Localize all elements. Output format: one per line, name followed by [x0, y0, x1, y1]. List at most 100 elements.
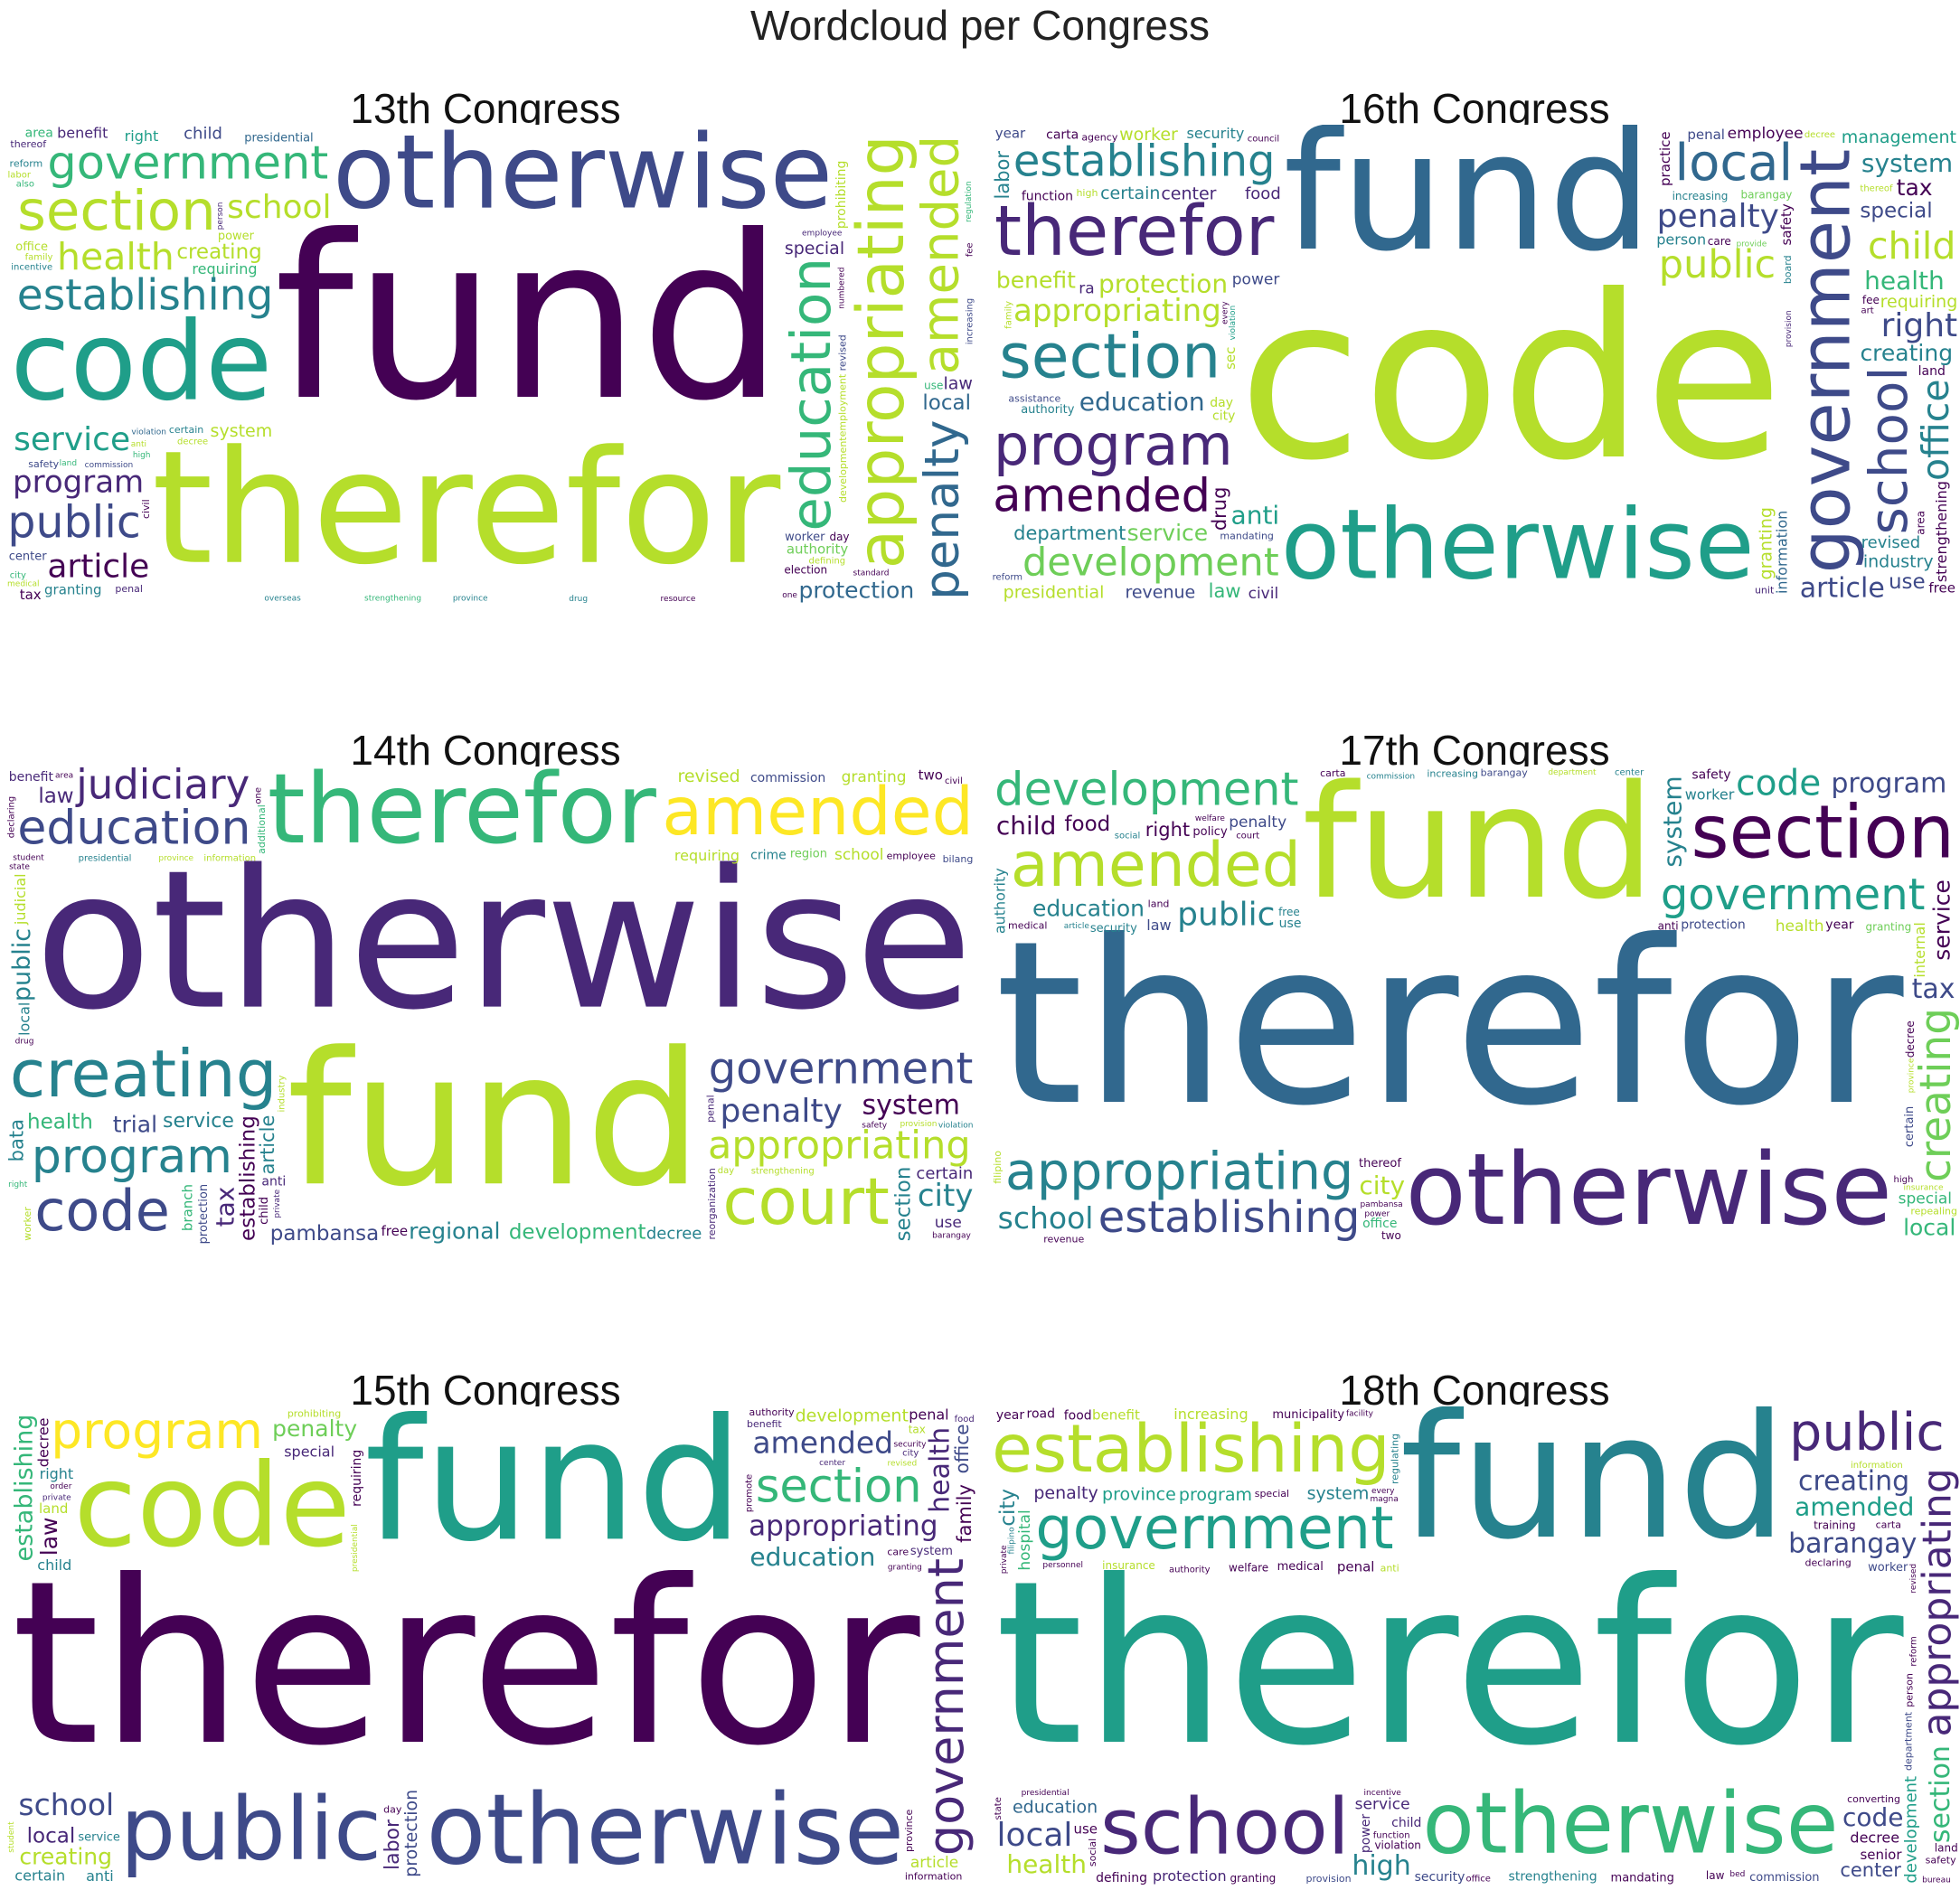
word-decree: decree: [34, 1417, 52, 1467]
word-city: city: [1212, 409, 1235, 423]
word-special: special: [1255, 1488, 1289, 1500]
word-amended: amended: [1795, 1491, 1914, 1521]
word-prohibiting: prohibiting: [834, 161, 849, 230]
word-child: child: [184, 125, 222, 144]
word-anti: anti: [131, 440, 146, 449]
word-system: system: [1658, 776, 1688, 867]
word-special: special: [1899, 1190, 1952, 1208]
word-bilang: bilang: [943, 853, 974, 865]
word-education: education: [1013, 1798, 1098, 1818]
word-increasing: increasing: [965, 298, 975, 344]
word-service: service: [14, 421, 130, 458]
word-private: private: [1000, 1545, 1009, 1574]
word-commission: commission: [750, 771, 825, 785]
word-carta: carta: [1046, 127, 1079, 142]
word-function: function: [1022, 190, 1073, 204]
word-appropriating: appropriating: [749, 1510, 938, 1543]
word-government: government: [1786, 149, 1866, 573]
word-barangay: barangay: [1740, 189, 1792, 202]
word-medical: medical: [1008, 920, 1047, 932]
word-industry: industry: [1863, 552, 1934, 572]
word-granting: granting: [1756, 507, 1776, 579]
word-education: education: [749, 1542, 875, 1572]
word-protection: protection: [197, 1184, 211, 1244]
word-service: service: [1928, 879, 1955, 961]
word-public: public: [8, 928, 36, 1001]
word-education: education: [1032, 896, 1145, 922]
word-service: service: [78, 1831, 120, 1845]
word-protection: protection: [1153, 1867, 1227, 1885]
word-decree: decree: [177, 437, 208, 447]
word-high: high: [1894, 1175, 1914, 1185]
word-requiring: requiring: [1880, 292, 1958, 312]
word-reorganization: reorganization: [706, 1168, 718, 1239]
word-penalty: penalty: [1033, 1483, 1098, 1503]
panel-title-13th: 13th Congress: [350, 85, 621, 132]
word-province: province: [1102, 1484, 1176, 1504]
word-health: health: [925, 1427, 956, 1513]
word-article: article: [1800, 572, 1885, 604]
word-creating: creating: [1911, 1008, 1960, 1182]
word-benefit: benefit: [1092, 1407, 1140, 1424]
word-article: article: [1064, 922, 1090, 931]
word-incentive: incentive: [1364, 1789, 1402, 1798]
word-repealing: repealing: [1910, 1206, 1957, 1218]
word-health: health: [1776, 917, 1824, 936]
word-protection: protection: [401, 1790, 421, 1877]
word-internal: internal: [1911, 922, 1928, 977]
word-development: development: [837, 437, 849, 503]
word-regulation: regulation: [965, 181, 974, 222]
word-trial: trial: [113, 1111, 157, 1137]
word-local: local: [922, 391, 971, 415]
word-filipino: filipino: [992, 1151, 1004, 1184]
word-benefit: benefit: [996, 267, 1076, 293]
word-state: state: [9, 863, 30, 872]
word-revenue: revenue: [1043, 1233, 1084, 1245]
word-use: use: [935, 1214, 962, 1232]
word-strengthening: strengthening: [1933, 481, 1950, 582]
word-high: high: [1076, 187, 1098, 199]
word-creating: creating: [1860, 340, 1953, 366]
word-commission: commission: [1367, 772, 1416, 781]
word-department: department: [1548, 768, 1597, 777]
word-one: one: [253, 787, 263, 804]
word-safety: safety: [1926, 1854, 1956, 1866]
word-tax: tax: [909, 1424, 926, 1436]
word-two: two: [1381, 1229, 1401, 1242]
word-development: development: [796, 1406, 909, 1425]
word-declaring: declaring: [7, 796, 17, 838]
word-art: art: [1861, 306, 1874, 316]
word-center: center: [1615, 768, 1644, 778]
word-therefor: therefor: [11, 1532, 919, 1795]
word-commission: commission: [85, 461, 134, 470]
word-care: care: [887, 1547, 909, 1558]
word-increasing: increasing: [1173, 1406, 1248, 1423]
word-worker: worker: [1119, 125, 1178, 145]
word-barangay: barangay: [932, 1232, 971, 1241]
word-benefit: benefit: [57, 125, 108, 141]
word-civil: civil: [1249, 585, 1279, 603]
word-child: child: [258, 1197, 271, 1225]
word-insurance: insurance: [1102, 1559, 1155, 1572]
word-development: development: [1022, 540, 1279, 585]
word-school: school: [1858, 366, 1919, 534]
word-creating: creating: [19, 1844, 112, 1870]
word-government: government: [1661, 870, 1926, 920]
word-school: school: [18, 1787, 114, 1822]
word-free: free: [382, 1223, 409, 1239]
word-penalty: penalty: [721, 1093, 843, 1130]
word-special: special: [785, 239, 844, 259]
word-law: law: [1706, 1869, 1725, 1882]
word-function: function: [1373, 1831, 1410, 1841]
word-program: program: [51, 1406, 263, 1460]
word-therefor: therefor: [994, 1532, 1903, 1795]
word-section: section: [17, 179, 216, 243]
word-health: health: [27, 1111, 93, 1134]
word-center: center: [9, 550, 47, 563]
word-standard: standard: [853, 569, 890, 578]
word-otherwise: otherwise: [1422, 1775, 1838, 1874]
word-revised: revised: [1861, 533, 1921, 552]
word-fund: fund: [1400, 1406, 1787, 1577]
word-student: student: [7, 1821, 16, 1853]
word-medical: medical: [7, 580, 39, 589]
